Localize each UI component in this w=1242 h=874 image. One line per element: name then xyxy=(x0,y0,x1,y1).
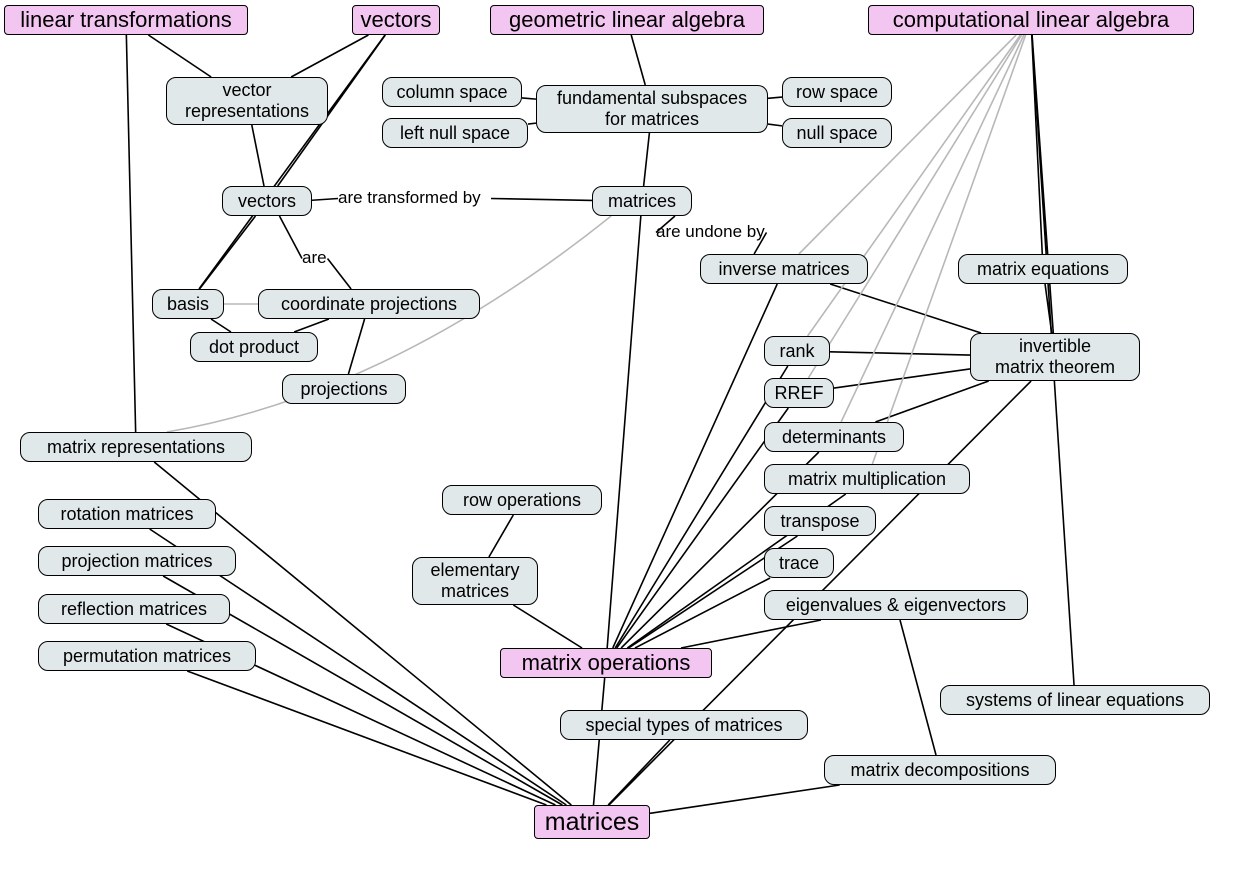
node-null_space: null space xyxy=(782,118,892,148)
node-spec_types: special types of matrices xyxy=(560,710,808,740)
node-basis: basis xyxy=(152,289,224,319)
node-projections: projections xyxy=(282,374,406,404)
node-inv_mat_thm: invertible matrix theorem xyxy=(970,333,1140,381)
node-lin_trans: linear transformations xyxy=(4,5,248,35)
node-mat_decomp: matrix decompositions xyxy=(824,755,1056,785)
node-trace: trace xyxy=(764,548,834,578)
node-determinants: determinants xyxy=(764,422,904,452)
node-perm_mat: permutation matrices xyxy=(38,641,256,671)
node-row_space: row space xyxy=(782,77,892,107)
edge-label-lbl_undone: are undone by xyxy=(656,222,765,242)
node-mat_ops: matrix operations xyxy=(500,648,712,678)
node-proj_mat: projection matrices xyxy=(38,546,236,576)
node-coord_proj: coordinate projections xyxy=(258,289,480,319)
edge-label-lbl_transformed: are transformed by xyxy=(338,188,481,208)
node-rank: rank xyxy=(764,336,830,366)
node-refl_mat: reflection matrices xyxy=(38,594,230,624)
node-transpose: transpose xyxy=(764,506,876,536)
node-col_space: column space xyxy=(382,77,522,107)
node-vectors2: vectors xyxy=(222,186,312,216)
node-fund_sub: fundamental subspaces for matrices xyxy=(536,85,768,133)
node-matrices_bot: matrices xyxy=(534,805,650,839)
node-row_ops: row operations xyxy=(442,485,602,515)
node-rref: RREF xyxy=(764,378,834,408)
node-sys_lin_eq: systems of linear equations xyxy=(940,685,1210,715)
node-eigen: eigenvalues & eigenvectors xyxy=(764,590,1028,620)
node-elem_mat: elementary matrices xyxy=(412,557,538,605)
node-vectors_top: vectors xyxy=(352,5,440,35)
node-rot_mat: rotation matrices xyxy=(38,499,216,529)
node-mat_eq: matrix equations xyxy=(958,254,1128,284)
node-left_null: left null space xyxy=(382,118,528,148)
node-dot_prod: dot product xyxy=(190,332,318,362)
node-inv_mat: inverse matrices xyxy=(700,254,868,284)
node-geo_la: geometric linear algebra xyxy=(490,5,764,35)
edge-label-lbl_are: are xyxy=(302,248,327,268)
node-vec_repr: vector representations xyxy=(166,77,328,125)
node-matrices2: matrices xyxy=(592,186,692,216)
node-comp_la: computational linear algebra xyxy=(868,5,1194,35)
node-mat_repr: matrix representations xyxy=(20,432,252,462)
node-mat_mult: matrix multiplication xyxy=(764,464,970,494)
